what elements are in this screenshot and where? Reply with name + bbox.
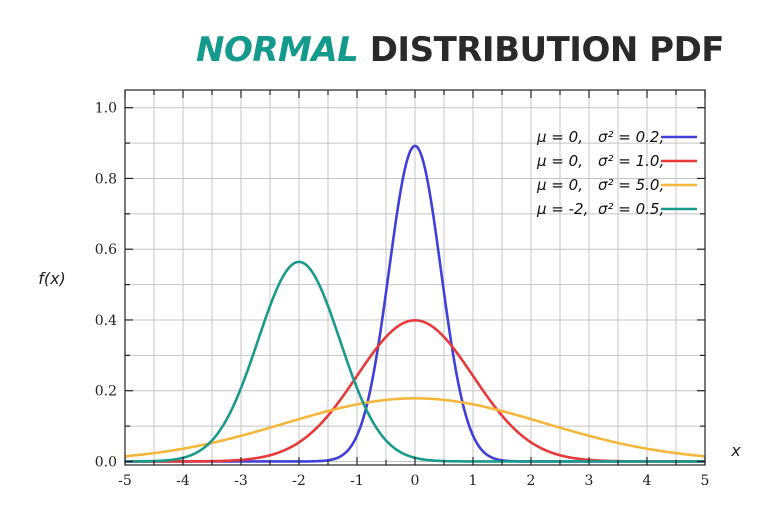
y-tick-label: 0.0 (95, 454, 117, 470)
y-tick-label: 0.2 (95, 384, 117, 400)
legend-mu-label: μ = 0, (536, 176, 583, 194)
legend: μ = 0, σ² = 0.2, μ = 0, σ² = 1.0, μ = 0, σ² =… (536, 128, 697, 218)
y-tick-label: 0.6 (95, 242, 117, 258)
x-tick-label: 0 (411, 473, 420, 489)
x-tick-label: -4 (176, 473, 190, 489)
chart-title-accent: NORMAL (196, 30, 359, 70)
y-tick-label: 0.4 (95, 313, 117, 329)
y-axis-label: f(x) (38, 269, 66, 288)
x-tick-label: 3 (585, 473, 594, 489)
legend-variance-label: σ² = 1.0, (598, 152, 664, 170)
legend-variance-label: σ² = 5.0, (598, 176, 664, 194)
series-line-3 (124, 397, 706, 458)
x-tick-label: 2 (527, 473, 536, 489)
legend-mu-label: μ = 0, (536, 128, 583, 146)
y-tick-label: 1.0 (95, 101, 117, 117)
x-tick-label: -3 (234, 473, 248, 489)
x-tick-label: 1 (469, 473, 478, 489)
x-tick-label: 5 (701, 473, 710, 489)
grid (124, 90, 706, 465)
legend-variance-label: σ² = 0.5, (598, 200, 664, 218)
axis-ticks (124, 90, 706, 465)
chart-title-rest: DISTRIBUTION PDF (369, 30, 725, 70)
x-tick-label: -1 (350, 473, 364, 489)
y-tick-label: 0.8 (95, 171, 117, 187)
series-lines (124, 144, 706, 463)
x-axis-label: x (730, 441, 741, 460)
x-tick-label: -5 (118, 473, 132, 489)
legend-mu-label: μ = 0, (536, 152, 583, 170)
axis-tick-labels: -5 -4 -3 -2 -1 0 1 2 3 4 5 0.0 0.2 0.4 0.6 0.8 1.0 (95, 101, 710, 489)
x-tick-label: -2 (292, 473, 306, 489)
chart-title: NORMAL DISTRIBUTION PDF (0, 26, 768, 76)
legend-variance-label: σ² = 0.2, (598, 128, 664, 146)
legend-mu-label: μ = -2, (536, 200, 588, 218)
x-tick-label: 4 (643, 473, 652, 489)
